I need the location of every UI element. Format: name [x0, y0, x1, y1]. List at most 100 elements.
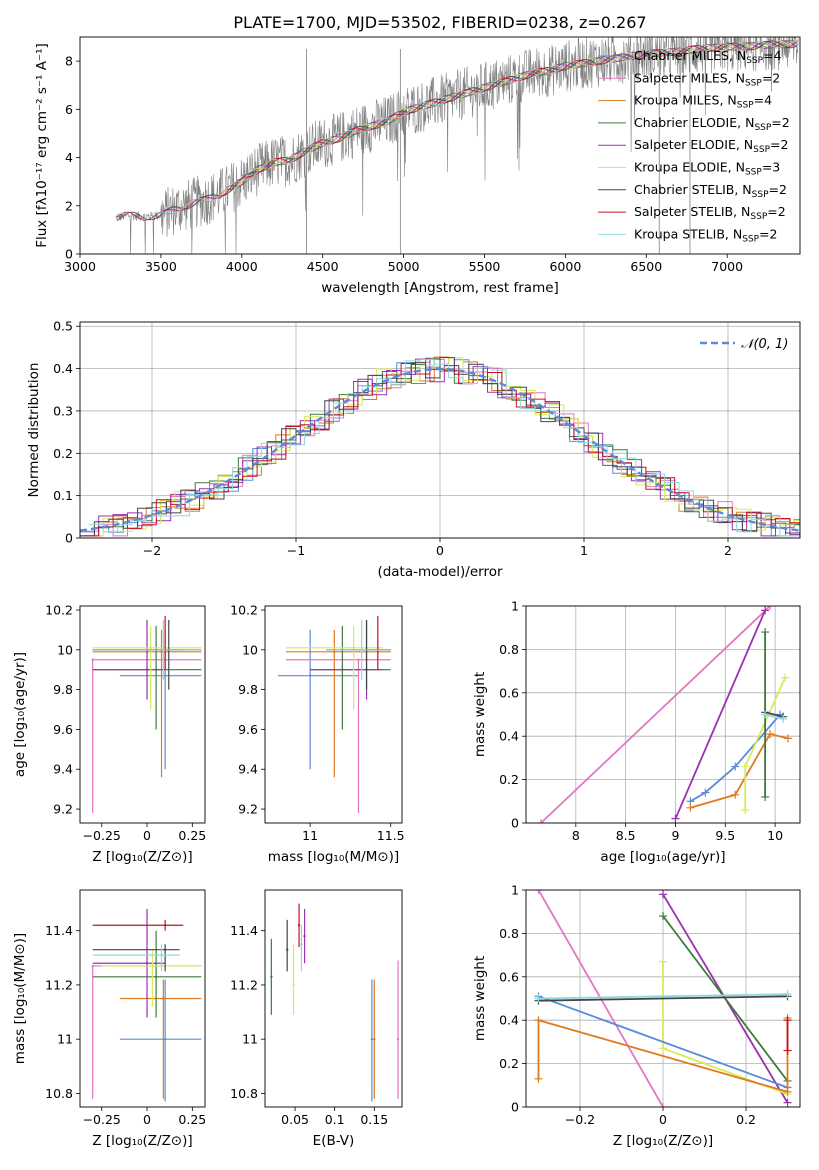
age-vs-mass-ytick-label: 10 [242, 642, 258, 657]
data-point-kroupa_miles [333, 650, 336, 653]
mass-weight-vs-age-xtick-label: 8.5 [616, 828, 636, 843]
legend-label-salpeter_stelib: Salpeter STELIB, NSSP=2 [634, 204, 786, 222]
residual-legend-label: 𝒩(0, 1) [741, 337, 788, 352]
age-vs-Z-ylabel: age [log₁₀(age/yr)] [12, 652, 28, 777]
weight-marker-salpeter_stelib [783, 1016, 792, 1025]
mass-vs-EBV-ytick-label: 10.8 [230, 1086, 258, 1101]
weight-marker-kroupa_elodie [741, 762, 750, 771]
mass-vs-EBV-frame [264, 889, 403, 1108]
residuals-frame [79, 321, 801, 539]
mass-weight-vs-Z-ytick-label: 0.6 [499, 969, 519, 984]
weight-marker-kroupa_elodie [741, 805, 750, 814]
data-point-kroupa_elodie [292, 983, 295, 987]
spectrum-xtick-label: 7000 [711, 259, 743, 274]
weight-line-kroupa_miles [690, 732, 789, 809]
legend-label-salpeter_miles: Salpeter MILES, NSSP=2 [634, 70, 780, 88]
weight-marker-salpeter_miles [766, 606, 775, 610]
spectrum-xtick-label: 3500 [145, 259, 177, 274]
residual-histogram-kroupa_miles [88, 356, 800, 537]
model-spectrum-kroupa_stelib [117, 40, 797, 221]
weight-marker-kroupa_stelib [534, 994, 543, 1003]
spectrum-ytick-label: 4 [65, 150, 73, 165]
mass-vs-Z-ytick-label: 11.2 [45, 977, 73, 992]
mass-weight-vs-Z-ytick-label: 0 [511, 1100, 519, 1115]
mass-weight-vs-age-ytick-label: 0.2 [499, 772, 519, 787]
residuals-ytick-label: 0.3 [53, 403, 73, 418]
spectrum-legend: Chabrier MILES, NSSP=4 Salpeter MILES, NS… [598, 48, 790, 244]
age-vs-Z-xtick-label: −0.25 [83, 828, 121, 843]
mass-vs-Z-ytick-label: 11.4 [45, 923, 73, 938]
data-point-kroupa_elodie [151, 964, 154, 968]
data-point-chabrier_miles [370, 1037, 374, 1041]
figure-title: PLATE=1700, MJD=53502, FIBERID=0238, z=0… [233, 13, 646, 32]
data-point-kroupa_miles [162, 997, 165, 1000]
age-vs-Z-frame [79, 605, 206, 824]
model-spectrum-chabrier_stelib [116, 40, 797, 221]
spectrum-xlabel: wavelength [Angstrom, rest frame] [321, 280, 559, 296]
data-point-salpeter_elodie [303, 934, 306, 938]
data-point-salpeter_elodie [145, 668, 149, 671]
mass-vs-EBV-xlabel: E(B-V) [313, 1133, 355, 1149]
mass-weight-vs-age-ytick-label: 1 [511, 599, 519, 614]
spectrum-marks [115, 37, 799, 254]
mass-weight-vs-age-ytick-label: 0.4 [499, 729, 519, 744]
weight-marker-chabrier_miles [701, 788, 710, 797]
mass-vs-EBV-ytick-label: 11.4 [230, 923, 258, 938]
data-point-salpeter_miles [396, 1037, 400, 1041]
weight-line-kroupa_stelib [538, 993, 788, 1000]
mass-vs-EBV-xtick-label: 0.1 [325, 1112, 345, 1127]
mass-vs-Z-ylabel: mass [log₁₀(M/M⊙)] [12, 933, 28, 1064]
age-vs-Z-ytick-label: 9.4 [53, 762, 73, 777]
legend-label-salpeter_elodie: Salpeter ELODIE, NSSP=2 [634, 137, 788, 155]
mass-vs-EBV-xtick-label: 0.15 [360, 1112, 388, 1127]
weight-marker-kroupa_elodie [781, 673, 790, 682]
legend-label-kroupa_stelib: Kroupa STELIB, NSSP=2 [634, 226, 778, 244]
data-point-kroupa_miles [160, 650, 163, 653]
data-point-kroupa_elodie [352, 646, 355, 650]
weight-marker-salpeter_elodie [659, 890, 667, 899]
weight-marker-salpeter_elodie [761, 606, 770, 615]
weight-marker-kroupa_stelib [779, 714, 788, 723]
age-vs-Z-ytick-label: 10.2 [45, 602, 73, 617]
mass-weight-vs-age-ytick-label: 0.8 [499, 642, 519, 657]
legend-label-kroupa_elodie: Kroupa ELODIE, NSSP=3 [634, 160, 780, 178]
mass-vs-Z-marks [91, 908, 202, 1102]
data-point-salpeter_stelib [297, 924, 301, 927]
age-vs-mass-axes: 11 11.5 9.2 9.4 9.6 9.8 10 10.2 [230, 602, 404, 843]
residual-histogram-chabrier_stelib [80, 357, 800, 537]
age-vs-Z-marks [91, 615, 202, 814]
age-vs-Z-xtick-label: 0 [143, 828, 151, 843]
weight-marker-kroupa_miles [783, 1087, 792, 1096]
weight-line-kroupa_miles [537, 1018, 789, 1093]
age-vs-mass-ytick-label: 10.2 [230, 602, 258, 617]
mass-vs-Z-xlabel: Z [log₁₀(Z/Z⊙)] [92, 1133, 192, 1149]
data-point-salpeter_stelib [163, 924, 167, 927]
age-vs-mass-xtick-label: 11 [302, 828, 318, 843]
residuals-ytick-label: 0.4 [53, 361, 73, 376]
data-point-salpeter_miles [91, 658, 94, 661]
legend-label-kroupa_miles: Kroupa MILES, NSSP=4 [634, 93, 772, 111]
spectrum-xtick-label: 3000 [64, 259, 96, 274]
spectrum-xtick-label: 4000 [226, 259, 258, 274]
weight-marker-kroupa_elodie [659, 957, 667, 966]
age-vs-Z-ytick-label: 9.8 [53, 682, 73, 697]
mass-vs-Z-ytick-label: 11 [57, 1032, 73, 1047]
spectrum-ylabel: Flux [fλ10⁻¹⁷ erg cm⁻² s⁻¹ A⁻¹] [34, 43, 50, 248]
legend-label-chabrier_elodie: Chabrier ELODIE, NSSP=2 [634, 115, 790, 133]
weight-line-salpeter_elodie [674, 609, 766, 820]
mass-weight-vs-age-xtick-label: 10 [767, 828, 783, 843]
weight-marker-salpeter_elodie [671, 814, 680, 823]
mass-vs-EBV-xtick-label: 0.05 [281, 1112, 309, 1127]
data-point-chabrier_stelib [285, 948, 289, 951]
weight-marker-kroupa_miles [534, 1016, 543, 1025]
mass-vs-EBV-marks [270, 903, 400, 1102]
mass-weight-vs-age-ylabel: mass weight [472, 672, 488, 757]
age-vs-Z-ytick-label: 9.2 [53, 802, 73, 817]
spectrum-ytick-label: 8 [65, 54, 73, 69]
mass-weight-vs-Z-xtick-label: −0.2 [565, 1112, 595, 1127]
mass-weight-vs-Z-marks [534, 890, 792, 1107]
data-point-chabrier_elodie [270, 975, 273, 978]
weight-line-chabrier_stelib [764, 711, 784, 718]
weight-marker-kroupa_miles [784, 734, 793, 743]
